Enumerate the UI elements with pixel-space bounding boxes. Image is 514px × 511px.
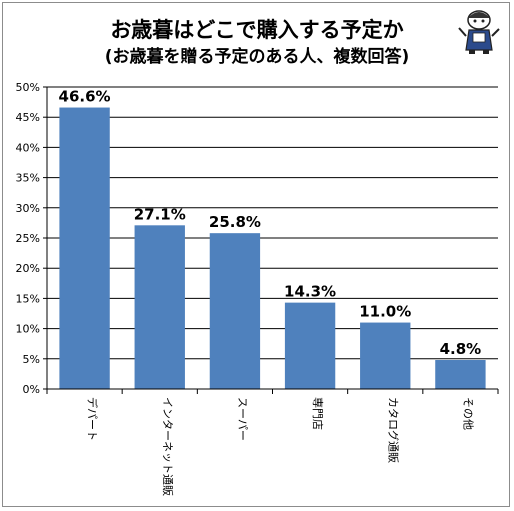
bar — [134, 225, 185, 389]
bar — [284, 302, 336, 389]
bar — [209, 233, 261, 389]
y-tick-label: 10% — [16, 323, 40, 336]
y-tick-label: 30% — [16, 202, 40, 215]
chart-title: お歳暮はどこで購入する予定か — [110, 18, 404, 42]
y-tick-label: 45% — [16, 111, 40, 124]
y-tick-label: 5% — [23, 353, 40, 366]
data-label: 25.8% — [209, 213, 261, 231]
category-label: スーパー — [236, 397, 249, 441]
category-label: その他 — [461, 397, 474, 430]
category-label: インターネット通販 — [161, 397, 174, 496]
y-tick-label: 20% — [16, 262, 40, 275]
data-label: 46.6% — [59, 88, 111, 106]
category-label: カタログ通販 — [386, 397, 400, 463]
category-label: 専門店 — [311, 397, 325, 430]
mascot-character-icon — [458, 10, 500, 54]
y-tick-label: 35% — [16, 172, 40, 185]
data-label: 11.0% — [359, 303, 411, 321]
y-tick-label: 0% — [23, 383, 40, 396]
y-tick-label: 40% — [16, 141, 40, 154]
y-tick-label: 25% — [16, 232, 40, 245]
bar — [435, 360, 486, 389]
data-label: 14.3% — [284, 283, 336, 301]
y-tick-label: 15% — [16, 292, 40, 305]
bar — [59, 107, 110, 389]
y-tick-label: 50% — [16, 81, 40, 94]
category-label: デパート — [86, 397, 100, 441]
data-label: 27.1% — [134, 205, 186, 223]
data-label: 4.8% — [440, 340, 482, 358]
bar — [360, 322, 411, 389]
chart-subtitle: (お歳暮を贈る予定のある人、複数回答) — [104, 47, 410, 67]
